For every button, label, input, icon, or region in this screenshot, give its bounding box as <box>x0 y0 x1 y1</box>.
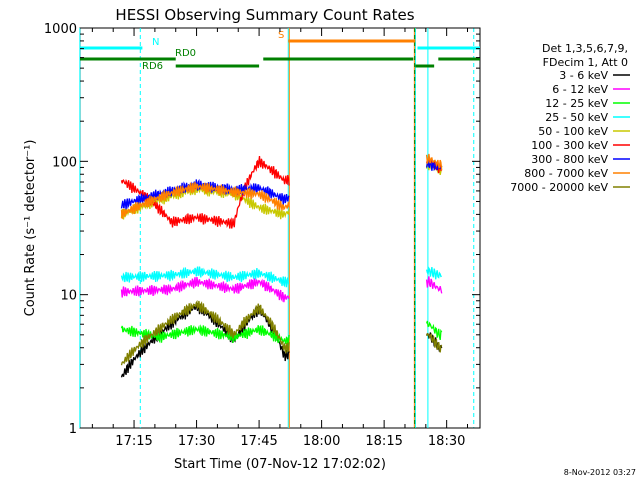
legend-entry: 3 - 6 keV <box>559 69 608 82</box>
x-tick-label: 17:45 <box>240 434 277 449</box>
footer-date: 8-Nov-2012 03:27 <box>564 468 636 477</box>
x-tick-label: 18:00 <box>303 434 340 449</box>
x-tick-label: 18:15 <box>365 434 402 449</box>
flag-rd0-label: RD0 <box>175 48 196 59</box>
status-flags: N S RD0 RD6 <box>80 30 480 72</box>
y-tick-label: 1 <box>69 422 77 437</box>
vertical-markers <box>79 28 475 428</box>
x-tick-label: 18:30 <box>428 434 465 449</box>
legend-entry: 50 - 100 keV <box>538 125 608 138</box>
legend-entry: 7000 - 20000 keV <box>510 181 608 194</box>
x-axis-label: Start Time (07-Nov-12 17:02:02) <box>174 457 386 472</box>
x-tick-label: 17:15 <box>115 434 152 449</box>
legend-entry: 6 - 12 keV <box>552 83 608 96</box>
legend-entry: 100 - 300 keV <box>531 139 608 152</box>
legend-header-line: FDecim 1, Att 0 <box>543 56 628 69</box>
series-line <box>120 266 442 288</box>
chart-title: HESSI Observing Summary Count Rates <box>115 6 414 24</box>
y-tick-label: 1000 <box>44 22 77 37</box>
flag-rd6-label: RD6 <box>142 61 163 72</box>
series-line <box>120 159 443 210</box>
flag-s-label: S <box>278 30 284 41</box>
flag-n-label: N <box>152 37 159 48</box>
legend-entry: 25 - 50 keV <box>545 111 608 124</box>
legend-entry: 12 - 25 keV <box>545 97 608 110</box>
legend-entry: 800 - 7000 keV <box>524 167 608 180</box>
legend: Det 1,3,5,6,7,9,FDecim 1, Att 03 - 6 keV… <box>510 42 630 194</box>
x-tick-label: 17:30 <box>178 434 215 449</box>
series-traces <box>120 153 443 378</box>
y-axis-label: Count Rate (s⁻¹ detector⁻¹) <box>23 140 38 317</box>
y-tick-label: 10 <box>60 289 77 304</box>
legend-entry: 300 - 800 keV <box>531 153 608 166</box>
series-line <box>120 276 443 303</box>
series-line <box>120 153 443 219</box>
axes: 17:15 17:30 17:45 18:00 18:15 18:30 1 10 100 1000 <box>44 22 480 449</box>
legend-header-line: Det 1,3,5,6,7,9, <box>542 42 628 55</box>
series-line <box>120 302 443 378</box>
series-line <box>120 299 443 366</box>
y-tick-label: 100 <box>52 155 77 170</box>
